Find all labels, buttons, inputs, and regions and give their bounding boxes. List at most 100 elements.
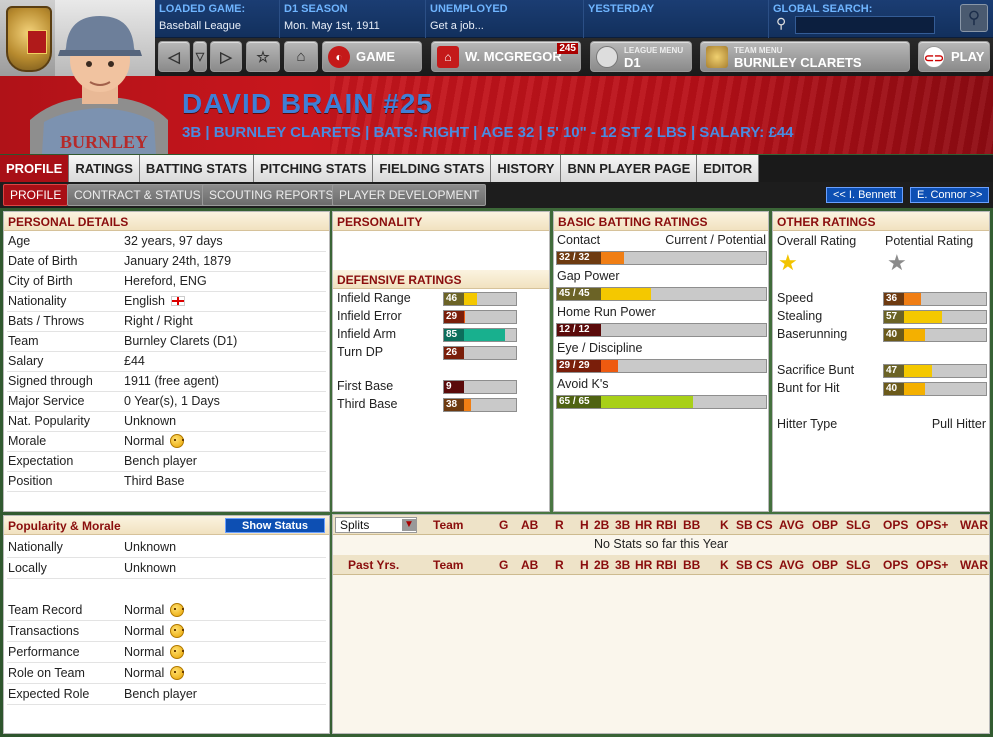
stats-column-header[interactable]: OPS — [883, 518, 909, 532]
stats-column-header[interactable]: 2B — [594, 518, 610, 532]
tab-history[interactable]: HISTORY — [491, 155, 562, 182]
subtab-scouting-reports[interactable]: SCOUTING REPORTS — [202, 184, 341, 206]
stats-column-header[interactable]: G — [499, 518, 509, 532]
detail-value-text: £44 — [124, 354, 145, 368]
jersey-text: BURNLEY — [60, 132, 148, 152]
rating-value: 9 — [444, 381, 464, 393]
stats-column-header[interactable]: G — [499, 558, 509, 572]
yesterday-label[interactable]: YESTERDAY — [588, 3, 655, 15]
overall-rating-label: Overall Rating — [777, 234, 857, 248]
baseball-icon: ⊂⊃ — [923, 45, 945, 68]
team-menu-button[interactable]: TEAM MENU BURNLEY CLARETS — [700, 41, 910, 72]
stats-column-header[interactable]: AB — [521, 558, 539, 572]
league-menu-button[interactable]: LEAGUE MENU D1 — [590, 41, 692, 72]
rating-value: 85 — [444, 329, 464, 341]
manager-button[interactable]: ⌂ W. MCGREGOR 245 — [431, 41, 581, 72]
tab-bnn-player-page[interactable]: BNN PLAYER PAGE — [561, 155, 698, 182]
sub-tabs: PROFILE CONTRACT & STATUS SCOUTING REPOR… — [0, 182, 993, 208]
forward-arrow-icon[interactable]: ▷ — [210, 41, 242, 72]
show-status-button[interactable]: Show Status — [224, 518, 325, 533]
stats-column-header[interactable]: BB — [683, 558, 701, 572]
stats-column-header[interactable]: H — [580, 518, 589, 532]
stats-column-header[interactable]: OPS — [883, 558, 909, 572]
tab-batting-stats[interactable]: BATTING STATS — [139, 155, 254, 182]
manager-home-icon: ⌂ — [437, 45, 459, 68]
splits-dropdown[interactable]: Splits ▼ — [335, 517, 417, 533]
rating-bar: 36 — [883, 292, 987, 306]
stats-column-header[interactable]: WAR — [960, 558, 988, 572]
prev-player-link[interactable]: << I. Bennett — [826, 187, 903, 203]
stats-column-header[interactable]: K — [720, 518, 729, 532]
stats-column-header[interactable]: OBP — [812, 518, 839, 532]
stats-column-header[interactable]: OPS+ — [916, 518, 949, 532]
tab-editor[interactable]: EDITOR — [697, 155, 760, 182]
stats-column-header[interactable]: AB — [521, 518, 539, 532]
detail-value: Normal — [124, 603, 185, 617]
stats-column-header[interactable]: R — [555, 558, 564, 572]
detail-value: Hereford, ENG — [124, 274, 207, 288]
team-crest-icon[interactable] — [6, 6, 52, 72]
stats-column-header[interactable]: 2B — [594, 558, 610, 572]
stats-column-header[interactable]: HR — [635, 558, 653, 572]
stats-column-header[interactable]: RBI — [656, 558, 677, 572]
stats-column-header[interactable]: Team — [433, 558, 464, 572]
stats-column-header[interactable]: WAR — [960, 518, 988, 532]
game-button[interactable]: ◐ GAME — [322, 41, 422, 72]
subtab-profile[interactable]: PROFILE — [3, 184, 69, 206]
stats-column-header[interactable]: SLG — [846, 518, 871, 532]
stats-column-header[interactable]: HR — [635, 518, 653, 532]
stats-column-header[interactable]: Team — [433, 518, 464, 532]
row-divider — [7, 662, 326, 663]
detail-row: Nationally Unknown — [4, 537, 329, 557]
stats-column-header[interactable]: H — [580, 558, 589, 572]
subtab-contract-status[interactable]: CONTRACT & STATUS — [67, 184, 208, 206]
season-date[interactable]: Mon. May 1st, 1911 — [284, 20, 380, 32]
back-arrow-icon[interactable]: ◁ — [158, 41, 190, 72]
rating-bar: 65 / 65 — [556, 395, 767, 409]
home-icon[interactable]: ⌂ — [284, 41, 318, 72]
rating-bar: 29 — [443, 310, 517, 324]
detail-row: Position Third Base — [4, 471, 329, 491]
stats-column-header[interactable]: 3B — [615, 558, 631, 572]
loaded-game-value[interactable]: Baseball League — [159, 20, 241, 32]
tab-fielding-stats[interactable]: FIELDING STATS — [373, 155, 492, 182]
other-ratings-title: OTHER RATINGS — [773, 212, 989, 231]
stats-column-header[interactable]: OBP — [812, 558, 839, 572]
stats-column-header[interactable]: SB — [736, 518, 753, 532]
stats-column-header[interactable]: AVG — [779, 518, 805, 532]
history-dropdown-icon[interactable]: ▽ — [193, 41, 207, 72]
search-icon[interactable]: ⚲ — [960, 4, 988, 32]
detail-label: Locally — [8, 561, 47, 575]
stats-column-header[interactable]: RBI — [656, 518, 677, 532]
detail-label: Team — [8, 334, 39, 348]
subtab-player-development[interactable]: PLAYER DEVELOPMENT — [332, 184, 487, 206]
stats-column-header[interactable]: OPS+ — [916, 558, 949, 572]
stats-column-header[interactable]: R — [555, 518, 564, 532]
play-button[interactable]: ⊂⊃ PLAY — [918, 41, 990, 72]
stats-column-header[interactable]: SLG — [846, 558, 871, 572]
tab-pitching-stats[interactable]: PITCHING STATS — [254, 155, 374, 182]
row-divider — [7, 311, 326, 312]
tab-ratings[interactable]: RATINGS — [69, 155, 140, 182]
detail-value: £44 — [124, 354, 145, 368]
detail-value-text: Right / Right — [124, 314, 193, 328]
stats-column-header[interactable]: AVG — [779, 558, 805, 572]
detail-value-text: Normal — [124, 603, 165, 617]
detail-value: Unknown — [124, 414, 176, 428]
stats-column-header[interactable]: BB — [683, 518, 701, 532]
stats-column-header[interactable]: CS — [756, 518, 773, 532]
tab-profile[interactable]: PROFILE — [0, 155, 70, 182]
star-icon[interactable]: ☆ — [246, 41, 280, 72]
rating-value: 45 / 45 — [557, 288, 601, 300]
detail-value: 32 years, 97 days — [124, 234, 223, 248]
next-player-link[interactable]: E. Connor >> — [910, 187, 990, 203]
global-search-input[interactable] — [795, 16, 935, 34]
stats-column-header[interactable]: CS — [756, 558, 773, 572]
detail-value: Normal — [124, 434, 185, 448]
detail-value-text: English — [124, 294, 165, 308]
get-a-job-link[interactable]: Get a job... — [430, 20, 484, 32]
stats-column-header[interactable]: SB — [736, 558, 753, 572]
hitter-type-label: Hitter Type — [777, 417, 838, 431]
stats-column-header[interactable]: K — [720, 558, 729, 572]
stats-column-header[interactable]: 3B — [615, 518, 631, 532]
